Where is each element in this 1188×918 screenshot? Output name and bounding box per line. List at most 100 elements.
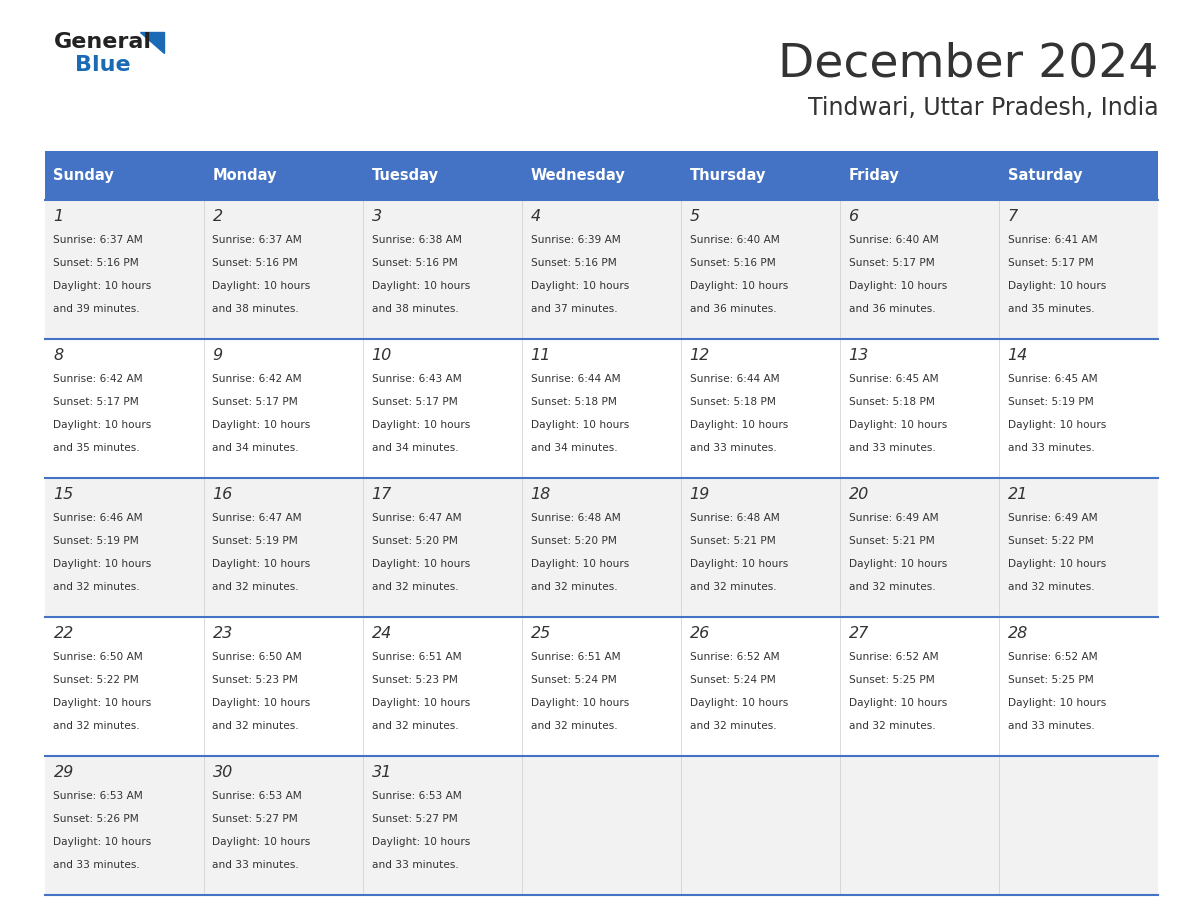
Text: Sunrise: 6:40 AM: Sunrise: 6:40 AM	[689, 235, 779, 245]
Text: Sunset: 5:16 PM: Sunset: 5:16 PM	[689, 258, 776, 268]
Text: Sunrise: 6:42 AM: Sunrise: 6:42 AM	[53, 374, 143, 384]
Text: Sunrise: 6:48 AM: Sunrise: 6:48 AM	[531, 513, 620, 523]
Text: Sunset: 5:24 PM: Sunset: 5:24 PM	[689, 675, 776, 685]
Text: and 35 minutes.: and 35 minutes.	[53, 442, 140, 453]
Text: 14: 14	[1007, 348, 1028, 364]
Text: Sunset: 5:19 PM: Sunset: 5:19 PM	[213, 536, 298, 546]
Text: Sunrise: 6:52 AM: Sunrise: 6:52 AM	[1007, 652, 1098, 662]
Text: Sunrise: 6:44 AM: Sunrise: 6:44 AM	[531, 374, 620, 384]
Text: 8: 8	[53, 348, 64, 364]
Bar	[45, 339, 1158, 478]
Text: Sunset: 5:17 PM: Sunset: 5:17 PM	[848, 258, 934, 268]
Text: Daylight: 10 hours: Daylight: 10 hours	[53, 281, 152, 291]
Text: 19: 19	[689, 487, 709, 502]
Text: Sunrise: 6:40 AM: Sunrise: 6:40 AM	[848, 235, 939, 245]
Bar	[204, 151, 364, 200]
Text: Sunset: 5:21 PM: Sunset: 5:21 PM	[689, 536, 776, 546]
Text: Sunrise: 6:41 AM: Sunrise: 6:41 AM	[1007, 235, 1098, 245]
Text: and 37 minutes.: and 37 minutes.	[531, 304, 617, 314]
Text: Sunset: 5:16 PM: Sunset: 5:16 PM	[531, 258, 617, 268]
Text: Daylight: 10 hours: Daylight: 10 hours	[53, 698, 152, 708]
Text: 13: 13	[848, 348, 868, 364]
Text: Sunset: 5:17 PM: Sunset: 5:17 PM	[1007, 258, 1093, 268]
Text: Sunset: 5:16 PM: Sunset: 5:16 PM	[372, 258, 457, 268]
Text: 22: 22	[53, 626, 74, 642]
Text: and 32 minutes.: and 32 minutes.	[53, 721, 140, 731]
Text: Sunset: 5:18 PM: Sunset: 5:18 PM	[848, 397, 935, 407]
Text: Sunrise: 6:49 AM: Sunrise: 6:49 AM	[848, 513, 939, 523]
Text: Daylight: 10 hours: Daylight: 10 hours	[531, 698, 628, 708]
Text: Daylight: 10 hours: Daylight: 10 hours	[372, 281, 469, 291]
Bar	[364, 151, 523, 200]
Text: and 32 minutes.: and 32 minutes.	[1007, 582, 1094, 592]
Text: 18: 18	[531, 487, 551, 502]
Text: and 38 minutes.: and 38 minutes.	[372, 304, 459, 314]
Text: Sunset: 5:21 PM: Sunset: 5:21 PM	[848, 536, 934, 546]
Text: Daylight: 10 hours: Daylight: 10 hours	[689, 559, 788, 569]
Text: and 32 minutes.: and 32 minutes.	[372, 582, 459, 592]
Text: Sunrise: 6:51 AM: Sunrise: 6:51 AM	[531, 652, 620, 662]
Text: Sunrise: 6:52 AM: Sunrise: 6:52 AM	[689, 652, 779, 662]
Text: Sunset: 5:20 PM: Sunset: 5:20 PM	[372, 536, 457, 546]
Text: Sunset: 5:19 PM: Sunset: 5:19 PM	[1007, 397, 1093, 407]
Text: and 32 minutes.: and 32 minutes.	[213, 582, 299, 592]
Bar	[681, 151, 840, 200]
Text: 29: 29	[53, 766, 74, 780]
Text: Sunrise: 6:47 AM: Sunrise: 6:47 AM	[213, 513, 302, 523]
Text: Daylight: 10 hours: Daylight: 10 hours	[848, 420, 947, 430]
Text: Daylight: 10 hours: Daylight: 10 hours	[372, 559, 469, 569]
Text: Daylight: 10 hours: Daylight: 10 hours	[531, 420, 628, 430]
Text: Blue: Blue	[75, 55, 131, 75]
Text: 26: 26	[689, 626, 709, 642]
Text: Sunrise: 6:52 AM: Sunrise: 6:52 AM	[848, 652, 939, 662]
Text: 20: 20	[848, 487, 868, 502]
Text: 4: 4	[531, 209, 541, 224]
Text: 11: 11	[531, 348, 551, 364]
Text: and 32 minutes.: and 32 minutes.	[531, 721, 617, 731]
Text: Sunset: 5:26 PM: Sunset: 5:26 PM	[53, 814, 139, 823]
Text: and 34 minutes.: and 34 minutes.	[213, 442, 299, 453]
Text: and 33 minutes.: and 33 minutes.	[848, 442, 935, 453]
Text: 16: 16	[213, 487, 233, 502]
Text: Sunrise: 6:44 AM: Sunrise: 6:44 AM	[689, 374, 779, 384]
Text: Tuesday: Tuesday	[372, 168, 438, 184]
Text: Daylight: 10 hours: Daylight: 10 hours	[213, 281, 311, 291]
Text: Sunset: 5:24 PM: Sunset: 5:24 PM	[531, 675, 617, 685]
Text: Daylight: 10 hours: Daylight: 10 hours	[1007, 281, 1106, 291]
Text: Daylight: 10 hours: Daylight: 10 hours	[53, 420, 152, 430]
Text: General: General	[53, 32, 151, 52]
Bar	[45, 200, 1158, 339]
Text: Daylight: 10 hours: Daylight: 10 hours	[213, 698, 311, 708]
Text: and 33 minutes.: and 33 minutes.	[1007, 721, 1094, 731]
Text: Daylight: 10 hours: Daylight: 10 hours	[372, 837, 469, 846]
Text: and 33 minutes.: and 33 minutes.	[213, 860, 299, 869]
Text: Sunset: 5:27 PM: Sunset: 5:27 PM	[213, 814, 298, 823]
Bar	[45, 617, 1158, 756]
Text: Daylight: 10 hours: Daylight: 10 hours	[213, 837, 311, 846]
Text: Daylight: 10 hours: Daylight: 10 hours	[689, 698, 788, 708]
Text: and 38 minutes.: and 38 minutes.	[213, 304, 299, 314]
Text: 6: 6	[848, 209, 859, 224]
Text: Daylight: 10 hours: Daylight: 10 hours	[213, 420, 311, 430]
Text: and 32 minutes.: and 32 minutes.	[689, 721, 776, 731]
Text: and 36 minutes.: and 36 minutes.	[689, 304, 776, 314]
Text: 28: 28	[1007, 626, 1028, 642]
Text: Sunrise: 6:39 AM: Sunrise: 6:39 AM	[531, 235, 620, 245]
Text: Sunset: 5:18 PM: Sunset: 5:18 PM	[689, 397, 776, 407]
Text: Daylight: 10 hours: Daylight: 10 hours	[689, 420, 788, 430]
Text: 3: 3	[372, 209, 381, 224]
Text: Sunset: 5:25 PM: Sunset: 5:25 PM	[1007, 675, 1093, 685]
Text: Daylight: 10 hours: Daylight: 10 hours	[848, 281, 947, 291]
Bar	[999, 151, 1158, 200]
Text: Sunset: 5:22 PM: Sunset: 5:22 PM	[1007, 536, 1093, 546]
Text: Daylight: 10 hours: Daylight: 10 hours	[53, 837, 152, 846]
Text: Sunrise: 6:50 AM: Sunrise: 6:50 AM	[213, 652, 302, 662]
Bar	[45, 151, 204, 200]
Text: Daylight: 10 hours: Daylight: 10 hours	[848, 559, 947, 569]
Text: December 2024: December 2024	[778, 41, 1158, 86]
Bar	[523, 151, 681, 200]
Text: Sunrise: 6:42 AM: Sunrise: 6:42 AM	[213, 374, 302, 384]
Text: and 33 minutes.: and 33 minutes.	[689, 442, 776, 453]
Text: Sunrise: 6:46 AM: Sunrise: 6:46 AM	[53, 513, 143, 523]
Text: Thursday: Thursday	[689, 168, 766, 184]
